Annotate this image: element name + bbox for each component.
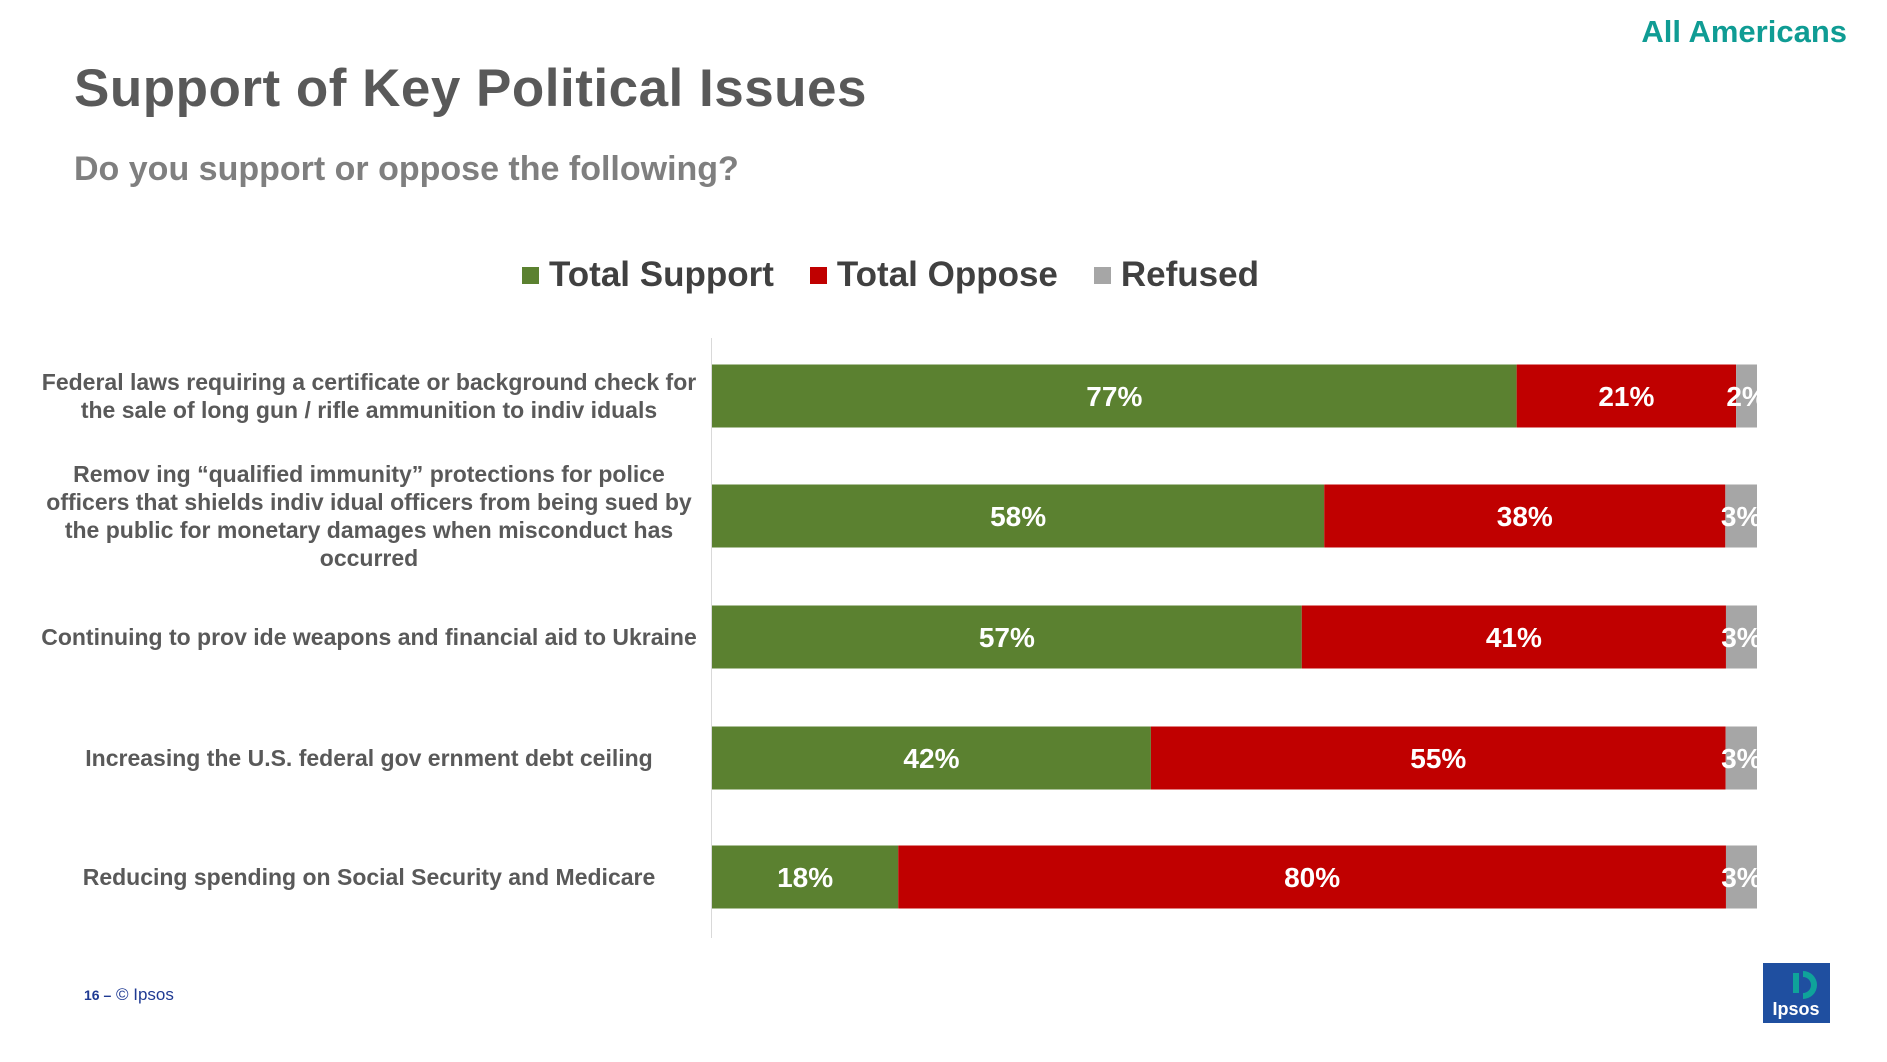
data-label-oppose-3: 55% bbox=[1410, 743, 1466, 774]
slide-title: Support of Key Political Issues bbox=[74, 59, 868, 118]
data-label-refused-2: 3% bbox=[1721, 622, 1762, 653]
legend-swatch-refused bbox=[1093, 266, 1111, 284]
slide-subtitle: Do you support or oppose the following? bbox=[74, 150, 739, 188]
data-label-oppose-4: 80% bbox=[1284, 862, 1340, 893]
bar-refused-0 bbox=[1736, 364, 1757, 428]
category-label-1: Remov ing “qualified immunity” protectio… bbox=[46, 461, 692, 571]
legend-label-support: Total Support bbox=[549, 255, 774, 294]
data-label-oppose-1: 38% bbox=[1497, 501, 1553, 532]
legend-label-oppose: Total Oppose bbox=[836, 255, 1058, 294]
bar-oppose-0 bbox=[1516, 364, 1737, 428]
data-label-refused-0: 2% bbox=[1726, 381, 1767, 412]
data-label-support-2: 57% bbox=[979, 622, 1035, 653]
bar-support-0 bbox=[712, 364, 1517, 428]
legend-swatch-oppose bbox=[809, 266, 827, 284]
data-label-support-4: 18% bbox=[777, 862, 833, 893]
bar-support-3 bbox=[712, 726, 1151, 790]
data-label-support-3: 42% bbox=[903, 743, 959, 774]
bar-refused-3 bbox=[1725, 726, 1757, 790]
audience-badge: All Americans bbox=[1641, 14, 1847, 49]
legend-item-support: Total Support bbox=[522, 255, 774, 295]
data-label-support-0: 77% bbox=[1086, 381, 1142, 412]
data-label-oppose-0: 21% bbox=[1598, 381, 1654, 412]
svg-text:Ipsos: Ipsos bbox=[1772, 999, 1819, 1019]
chart-legend: Total Support Total Oppose Refused bbox=[522, 255, 1259, 295]
category-axis-line bbox=[711, 338, 712, 938]
bar-refused-1 bbox=[1725, 484, 1757, 548]
ipsos-logo-icon: Ipsos bbox=[1763, 963, 1830, 1023]
category-label-2: Continuing to prov ide weapons and finan… bbox=[41, 624, 697, 650]
data-label-refused-4: 3% bbox=[1721, 862, 1762, 893]
page-number: 16 – bbox=[84, 987, 112, 1003]
bar-support-4 bbox=[712, 845, 899, 909]
bar-oppose-1 bbox=[1324, 484, 1726, 548]
data-label-support-1: 58% bbox=[990, 501, 1046, 532]
bar-refused-4 bbox=[1725, 845, 1757, 909]
category-label-4: Reducing spending on Social Security and… bbox=[82, 864, 656, 890]
bar-oppose-3 bbox=[1150, 726, 1726, 790]
category-label-3: Increasing the U.S. federal gov ernment … bbox=[85, 745, 653, 771]
data-label-oppose-2: 41% bbox=[1486, 622, 1542, 653]
data-label-refused-1: 3% bbox=[1721, 501, 1762, 532]
bar-oppose-2 bbox=[1301, 605, 1726, 669]
legend-item-refused: Refused bbox=[1093, 255, 1259, 295]
bar-support-1 bbox=[712, 484, 1325, 548]
category-label-0: Federal laws requiring a certificate or … bbox=[41, 369, 697, 423]
legend-label-refused: Refused bbox=[1120, 255, 1259, 294]
legend-item-oppose: Total Oppose bbox=[809, 255, 1058, 295]
copyright: © Ipsos bbox=[115, 985, 174, 1004]
bar-oppose-4 bbox=[898, 845, 1726, 909]
footer: 16 – © Ipsos bbox=[84, 985, 174, 1005]
bar-refused-2 bbox=[1725, 605, 1757, 669]
legend-swatch-support bbox=[522, 266, 539, 284]
bar-support-2 bbox=[712, 605, 1302, 669]
data-label-refused-3: 3% bbox=[1721, 743, 1762, 774]
